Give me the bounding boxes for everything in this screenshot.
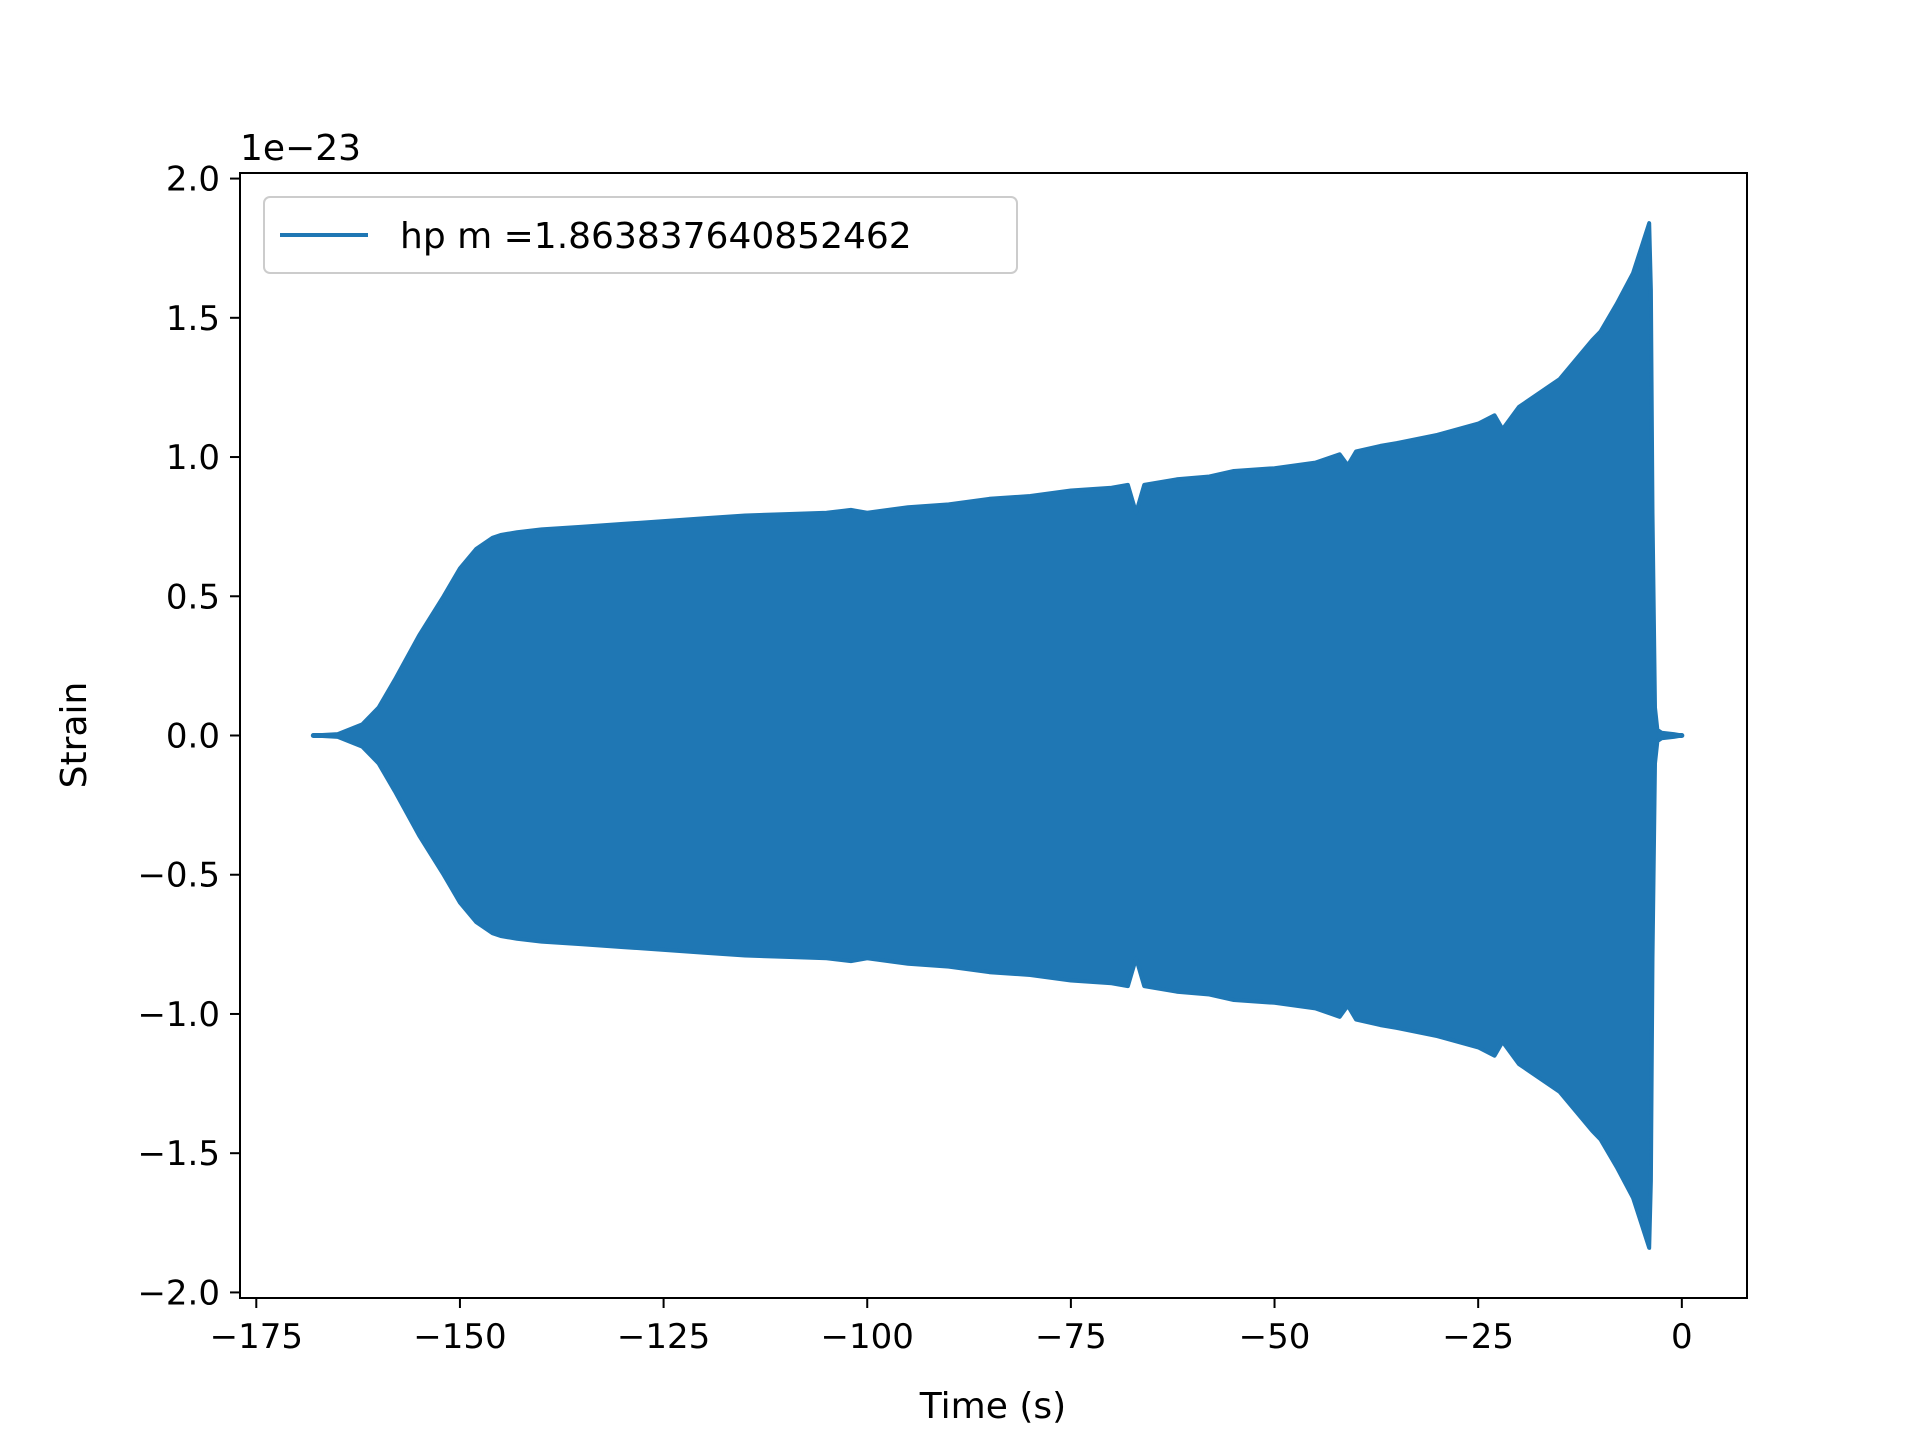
y-axis: −2.0 −1.5 −1.0 −0.5 0.0 0.5 1.0 1.5 2.0 [137, 160, 240, 1313]
y-offset-label: 1e−23 [240, 128, 361, 169]
y-tick-label: −1.5 [137, 1134, 220, 1174]
x-tick-label: −125 [617, 1317, 710, 1357]
y-tick-label: 1.0 [166, 438, 220, 478]
y-tick-label: 2.0 [166, 160, 220, 200]
x-tick-label: −50 [1239, 1317, 1311, 1357]
y-tick-label: 0.0 [166, 717, 220, 757]
x-tick-label: 0 [1671, 1317, 1693, 1357]
x-axis: −175 −150 −125 −100 −75 −50 −25 0 [210, 1298, 1693, 1357]
y-tick-label: −1.0 [137, 995, 220, 1035]
x-tick-label: −25 [1442, 1317, 1514, 1357]
plot-area [239, 172, 1748, 1299]
x-tick-label: −75 [1035, 1317, 1107, 1357]
series-layer [310, 221, 1685, 1250]
y-tick-label: 1.5 [166, 299, 220, 339]
legend-frame [263, 196, 1018, 274]
legend-label: hp m =1.863837640852462 [400, 216, 912, 257]
y-axis-label: Strain [54, 682, 95, 789]
y-tick-label: −2.0 [137, 1273, 220, 1313]
x-tick-label: −175 [210, 1317, 303, 1357]
y-tick-label: −0.5 [137, 856, 220, 896]
legend: hp m =1.863837640852462 [263, 196, 1018, 274]
y-tick-label: 0.5 [166, 577, 220, 617]
x-tick-label: −150 [413, 1317, 506, 1357]
x-axis-label: Time (s) [919, 1386, 1066, 1427]
x-tick-label: −100 [821, 1317, 914, 1357]
